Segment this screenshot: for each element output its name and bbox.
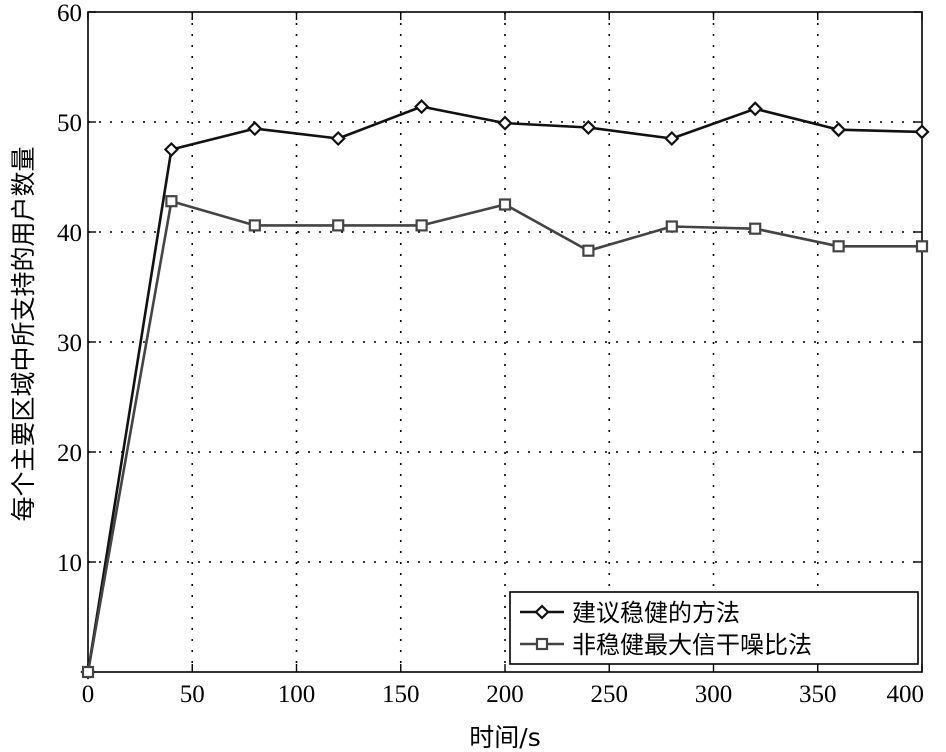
legend-item: 非稳健最大信干噪比法 xyxy=(520,631,812,659)
data-point xyxy=(332,219,345,232)
x-tick-label: 100 xyxy=(278,681,316,708)
data-point xyxy=(414,99,430,115)
series-1 xyxy=(80,99,930,680)
legend-label: 非稳健最大信干噪比法 xyxy=(572,631,812,659)
x-axis-label: 时间/s xyxy=(469,723,540,752)
legend-box xyxy=(509,591,919,665)
data-point xyxy=(749,222,762,235)
data-point xyxy=(582,244,595,257)
data-point xyxy=(580,119,596,136)
data-point xyxy=(747,101,763,117)
x-tick-label: 150 xyxy=(382,681,420,708)
legend-marker xyxy=(534,604,550,620)
y-axis-label: 每个主要区域中所支持的用户数量 xyxy=(9,146,38,521)
y-tick-label: 60 xyxy=(57,0,82,27)
series-2 xyxy=(81,195,929,679)
y-tick-label: 20 xyxy=(57,440,82,467)
data-point xyxy=(330,130,346,147)
x-tick-label: 400 xyxy=(887,681,925,708)
data-point xyxy=(165,195,178,208)
data-point xyxy=(498,198,512,211)
legend-item: 建议稳健的方法 xyxy=(520,599,740,627)
y-tick-labels: 10 20 30 40 50 60 xyxy=(57,0,82,577)
axis-ticks xyxy=(87,11,923,672)
x-tick-label: 50 xyxy=(180,681,205,708)
data-point xyxy=(247,121,263,137)
data-point xyxy=(163,141,179,158)
y-tick-label: 30 xyxy=(57,330,82,357)
data-point xyxy=(915,240,929,253)
legend-marker xyxy=(535,637,549,651)
data-point xyxy=(914,124,930,140)
legend-label: 建议稳健的方法 xyxy=(572,599,740,627)
x-tick-label: 0 xyxy=(82,681,95,708)
data-point xyxy=(664,130,680,147)
y-tick-label: 10 xyxy=(57,550,82,577)
data-point xyxy=(831,122,847,138)
data-point xyxy=(81,665,95,679)
y-tick-label: 40 xyxy=(57,220,82,247)
data-point xyxy=(248,219,261,232)
data-point xyxy=(832,240,845,253)
data-point xyxy=(497,115,513,131)
data-point xyxy=(415,219,428,232)
series-line xyxy=(86,105,923,673)
x-tick-label: 300 xyxy=(695,681,733,708)
data-point xyxy=(665,220,678,233)
y-tick-label: 50 xyxy=(57,110,82,137)
series-layer xyxy=(80,99,930,680)
x-tick-label: 350 xyxy=(799,681,837,708)
x-tick-labels: 0 50 100 150 200 250 300 350 400 xyxy=(82,681,924,708)
grid-lines xyxy=(88,12,922,672)
x-tick-label: 250 xyxy=(591,681,629,708)
x-tick-label: 200 xyxy=(486,681,524,708)
